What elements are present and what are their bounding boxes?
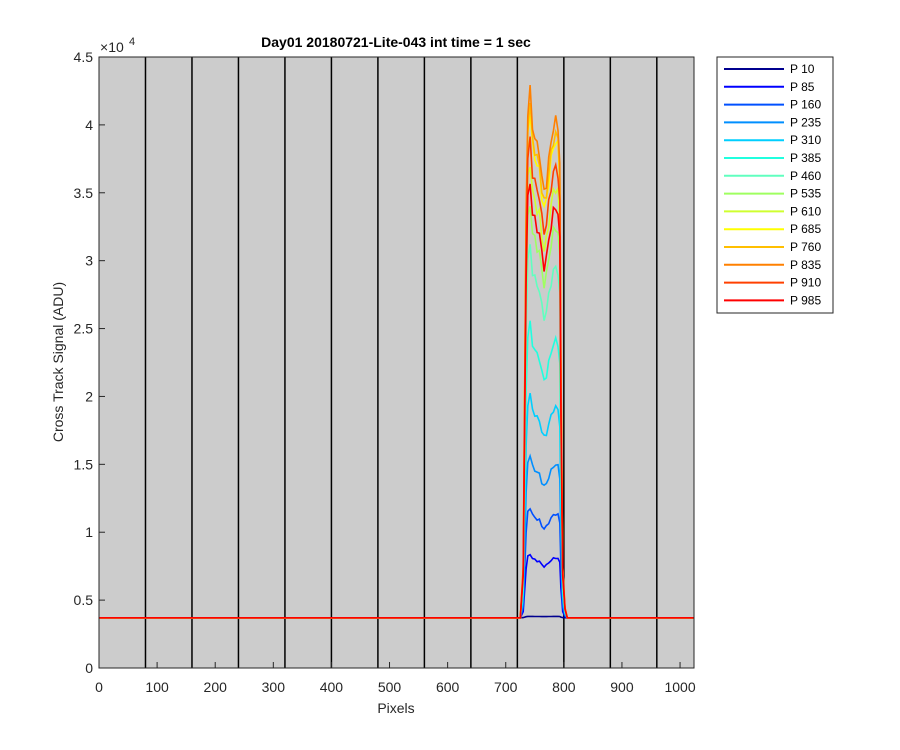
x-axis: 0 100 200 300 400 500 600 700 800 900 1000 [95,662,696,695]
axes-frame [98,56,695,669]
y-tick-label-4: 2 [85,388,93,404]
y-axis: 0 0.5 1 1.5 2 2.5 3 3.5 4 4.5 [74,49,105,676]
legend-label-11: P 835 [790,258,821,272]
x-tick-label-0: 0 [95,679,103,695]
y-axis-label: Cross Track Signal (ADU) [50,282,66,442]
x-tick-label-10: 1000 [664,679,695,695]
x-tick-label-4: 400 [320,679,344,695]
x-tick-label-9: 900 [610,679,634,695]
y-tick-label-1: 0.5 [74,592,94,608]
plot-area [99,57,694,668]
legend-label-10: P 760 [790,240,821,254]
x-tick-label-6: 600 [436,679,460,695]
legend-label-13: P 985 [790,293,821,307]
x-tick-label-3: 300 [262,679,286,695]
series-lines [99,85,694,619]
y-tick-label-5: 2.5 [74,321,94,337]
x-tick-label-8: 800 [552,679,576,695]
legend-label-4: P 310 [790,133,821,147]
y-tick-label-2: 1 [85,524,93,540]
y-exponent-base-value: 10 [108,39,124,55]
y-tick-label-3: 1.5 [74,456,94,472]
chart-title: Day01 20180721-Lite-043 int time = 1 sec [261,34,531,50]
series-line-p-985 [99,183,694,619]
legend-label-8: P 610 [790,204,821,218]
x-tick-label-1: 100 [145,679,169,695]
y-tick-label-0: 0 [85,660,93,676]
legend-label-1: P 85 [790,80,815,94]
y-tick-label-7: 3.5 [74,185,94,201]
legend-label-7: P 535 [790,187,821,201]
x-tick-label-5: 500 [378,679,402,695]
legend-box [716,56,834,314]
x-tick-label-7: 700 [494,679,518,695]
legend-label-12: P 910 [790,276,821,290]
y-tick-label-6: 3 [85,253,93,269]
legend-label-2: P 160 [790,98,821,112]
legend-label-9: P 685 [790,222,821,236]
y-tick-label-8: 4 [85,117,93,133]
y-exponent-power: 4 [129,36,135,48]
legend: P 10 P 85 P 160 P 235 P 310 P 385 P 460 P 535 P … [724,62,821,307]
vertical-lines [144,57,658,668]
legend-label-5: P 385 [790,151,821,165]
legend-label-3: P 235 [790,115,821,129]
x-axis-label: Pixels [377,700,414,716]
y-tick-label-9: 4.5 [74,49,94,65]
y-exponent-base: ×10 [100,39,124,55]
x-tick-label-2: 200 [204,679,228,695]
legend-label-0: P 10 [790,62,815,76]
series-line-p-10 [99,615,694,619]
series-line-p-85 [99,553,694,619]
legend-label-6: P 460 [790,169,821,183]
